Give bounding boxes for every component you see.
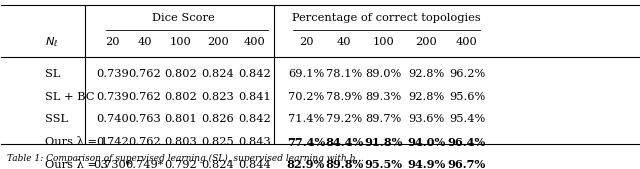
Text: Table 1: Comparison of supervised learning (SL), supervised learning with b...: Table 1: Comparison of supervised learni… [7, 154, 364, 163]
Text: 0.803: 0.803 [164, 137, 197, 147]
Text: 96.7%: 96.7% [448, 159, 486, 169]
Text: 91.8%: 91.8% [365, 137, 403, 148]
Text: 0.739: 0.739 [96, 69, 129, 79]
Text: 0.842: 0.842 [239, 69, 271, 79]
Text: 93.6%: 93.6% [408, 114, 444, 124]
Text: 0.802: 0.802 [164, 92, 197, 102]
Text: 20: 20 [105, 37, 120, 47]
Text: 0.843: 0.843 [239, 137, 271, 147]
Text: 0.844: 0.844 [239, 160, 271, 169]
Text: 89.7%: 89.7% [365, 114, 402, 124]
Text: 0.739: 0.739 [96, 92, 129, 102]
Text: 95.5%: 95.5% [365, 159, 403, 169]
Text: 0.801: 0.801 [164, 114, 197, 124]
Text: 40: 40 [137, 37, 152, 47]
Text: 69.1%: 69.1% [288, 69, 324, 79]
Text: 200: 200 [415, 37, 437, 47]
Text: 94.9%: 94.9% [407, 159, 445, 169]
Text: 84.4%: 84.4% [325, 137, 364, 148]
Text: 78.1%: 78.1% [326, 69, 362, 79]
Text: 0.823: 0.823 [202, 92, 234, 102]
Text: 95.4%: 95.4% [449, 114, 485, 124]
Text: 96.4%: 96.4% [448, 137, 486, 148]
Text: 89.8%: 89.8% [325, 159, 364, 169]
Text: 82.9%: 82.9% [287, 159, 325, 169]
Text: 0.842: 0.842 [239, 114, 271, 124]
Text: 0.762: 0.762 [128, 137, 161, 147]
Text: 0.763: 0.763 [128, 114, 161, 124]
Text: Ours λ = 3: Ours λ = 3 [45, 160, 108, 169]
Text: 78.9%: 78.9% [326, 92, 362, 102]
Text: 0.841: 0.841 [239, 92, 271, 102]
Text: 20: 20 [299, 37, 313, 47]
Text: 0.825: 0.825 [202, 137, 234, 147]
Text: 400: 400 [244, 37, 266, 47]
Text: 77.4%: 77.4% [287, 137, 325, 148]
Text: 71.4%: 71.4% [288, 114, 324, 124]
Text: 89.0%: 89.0% [365, 69, 402, 79]
Text: 100: 100 [170, 37, 191, 47]
Text: 0.824: 0.824 [202, 69, 234, 79]
Text: Percentage of correct topologies: Percentage of correct topologies [292, 13, 481, 23]
Text: 0.730*: 0.730* [93, 160, 132, 169]
Text: 0.792: 0.792 [164, 160, 197, 169]
Text: Ours λ = 1: Ours λ = 1 [45, 137, 108, 147]
Text: 0.740: 0.740 [96, 114, 129, 124]
Text: Dice Score: Dice Score [152, 13, 215, 23]
Text: 40: 40 [337, 37, 351, 47]
Text: 96.2%: 96.2% [449, 69, 485, 79]
Text: SSL: SSL [45, 114, 68, 124]
Text: 0.742: 0.742 [96, 137, 129, 147]
Text: SL: SL [45, 69, 61, 79]
Text: 0.824: 0.824 [202, 160, 234, 169]
Text: 0.802: 0.802 [164, 69, 197, 79]
Text: 92.8%: 92.8% [408, 92, 444, 102]
Text: 0.762: 0.762 [128, 69, 161, 79]
Text: 89.3%: 89.3% [365, 92, 402, 102]
Text: 0.762: 0.762 [128, 92, 161, 102]
Text: 0.826: 0.826 [202, 114, 234, 124]
Text: $N_\ell$: $N_\ell$ [45, 35, 59, 49]
Text: 200: 200 [207, 37, 228, 47]
Text: 0.749*: 0.749* [125, 160, 164, 169]
Text: 70.2%: 70.2% [288, 92, 324, 102]
Text: 400: 400 [456, 37, 477, 47]
Text: SL + BC: SL + BC [45, 92, 95, 102]
Text: 94.0%: 94.0% [407, 137, 445, 148]
Text: 79.2%: 79.2% [326, 114, 362, 124]
Text: 92.8%: 92.8% [408, 69, 444, 79]
Text: 100: 100 [373, 37, 395, 47]
Text: 95.6%: 95.6% [449, 92, 485, 102]
